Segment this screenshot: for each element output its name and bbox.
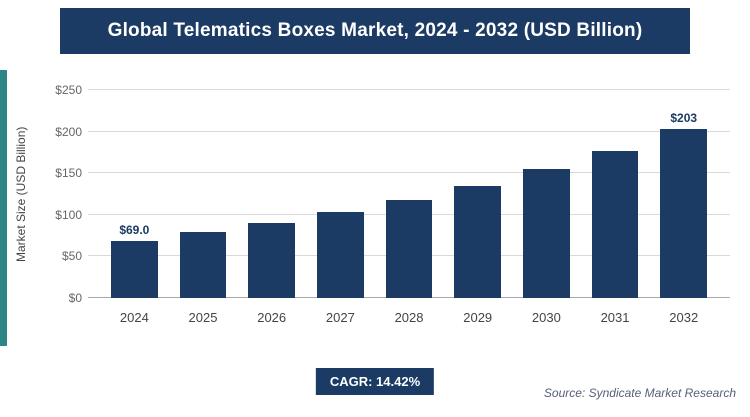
- x-tick-label: 2026: [257, 310, 287, 325]
- bar-2026[interactable]: [248, 223, 296, 298]
- x-tick-label: 2032: [669, 310, 699, 325]
- y-axis-title: Market Size (USD Billion): [14, 126, 28, 262]
- bar-value-label: $69.0: [119, 222, 150, 237]
- y-tick-label: $200: [55, 124, 82, 139]
- y-tick-label: $150: [55, 166, 82, 181]
- y-tick-label: $0: [68, 291, 82, 305]
- x-tick-label: 2025: [188, 310, 218, 325]
- y-tick-label: $250: [55, 83, 82, 97]
- cagr-badge: CAGR: 14.42%: [315, 368, 435, 395]
- bar-2028[interactable]: [385, 199, 433, 298]
- chart-title: Global Telematics Boxes Market, 2024 - 2…: [60, 8, 690, 54]
- bar-slot: [169, 90, 238, 298]
- x-tick-label: 2031: [600, 310, 630, 325]
- bar-slot: [581, 90, 650, 298]
- x-tick-label: 2024: [119, 310, 149, 325]
- x-tick-label: 2027: [325, 310, 355, 325]
- bar-2027[interactable]: [317, 212, 364, 298]
- x-tick-label: 2030: [531, 310, 561, 325]
- x-tick-label: 2028: [394, 310, 424, 325]
- gridline: [88, 89, 730, 90]
- bar-2024[interactable]: [110, 240, 158, 298]
- bar-slot: [306, 90, 375, 298]
- bar-chart: Market Size (USD Billion) $0 $50 $100 $150 $…: [14, 76, 740, 346]
- bar-slot: [375, 90, 444, 298]
- bar-2030[interactable]: [523, 169, 570, 298]
- bars-row: $69.0 $203: [88, 90, 730, 298]
- bar-value-label: $203: [670, 111, 698, 126]
- left-accent-bar: [0, 70, 7, 346]
- y-tick-label: $100: [55, 207, 82, 222]
- bar-slot: [443, 90, 512, 298]
- gridline: [88, 130, 730, 132]
- y-tick-label: $50: [61, 249, 82, 264]
- bar-2029[interactable]: [454, 185, 502, 298]
- bar-slot: $69.0: [100, 90, 169, 298]
- plot-area: $0 $50 $100 $150 $200 $250 $69.0 $203: [55, 83, 730, 305]
- bar-2031[interactable]: [591, 150, 639, 298]
- bar-slot: $203: [649, 90, 718, 298]
- bar-2032[interactable]: [660, 129, 708, 298]
- bar-2025[interactable]: [179, 232, 227, 298]
- gridline: [88, 172, 730, 174]
- bar-slot: [237, 90, 306, 298]
- x-axis-labels: 2024 2025 2026 2027 2028 2029 2030 2031 2032: [88, 310, 730, 325]
- source-attribution: Source: Syndicate Market Research: [543, 386, 736, 400]
- bar-slot: [512, 90, 581, 298]
- x-tick-label: 2029: [463, 310, 493, 325]
